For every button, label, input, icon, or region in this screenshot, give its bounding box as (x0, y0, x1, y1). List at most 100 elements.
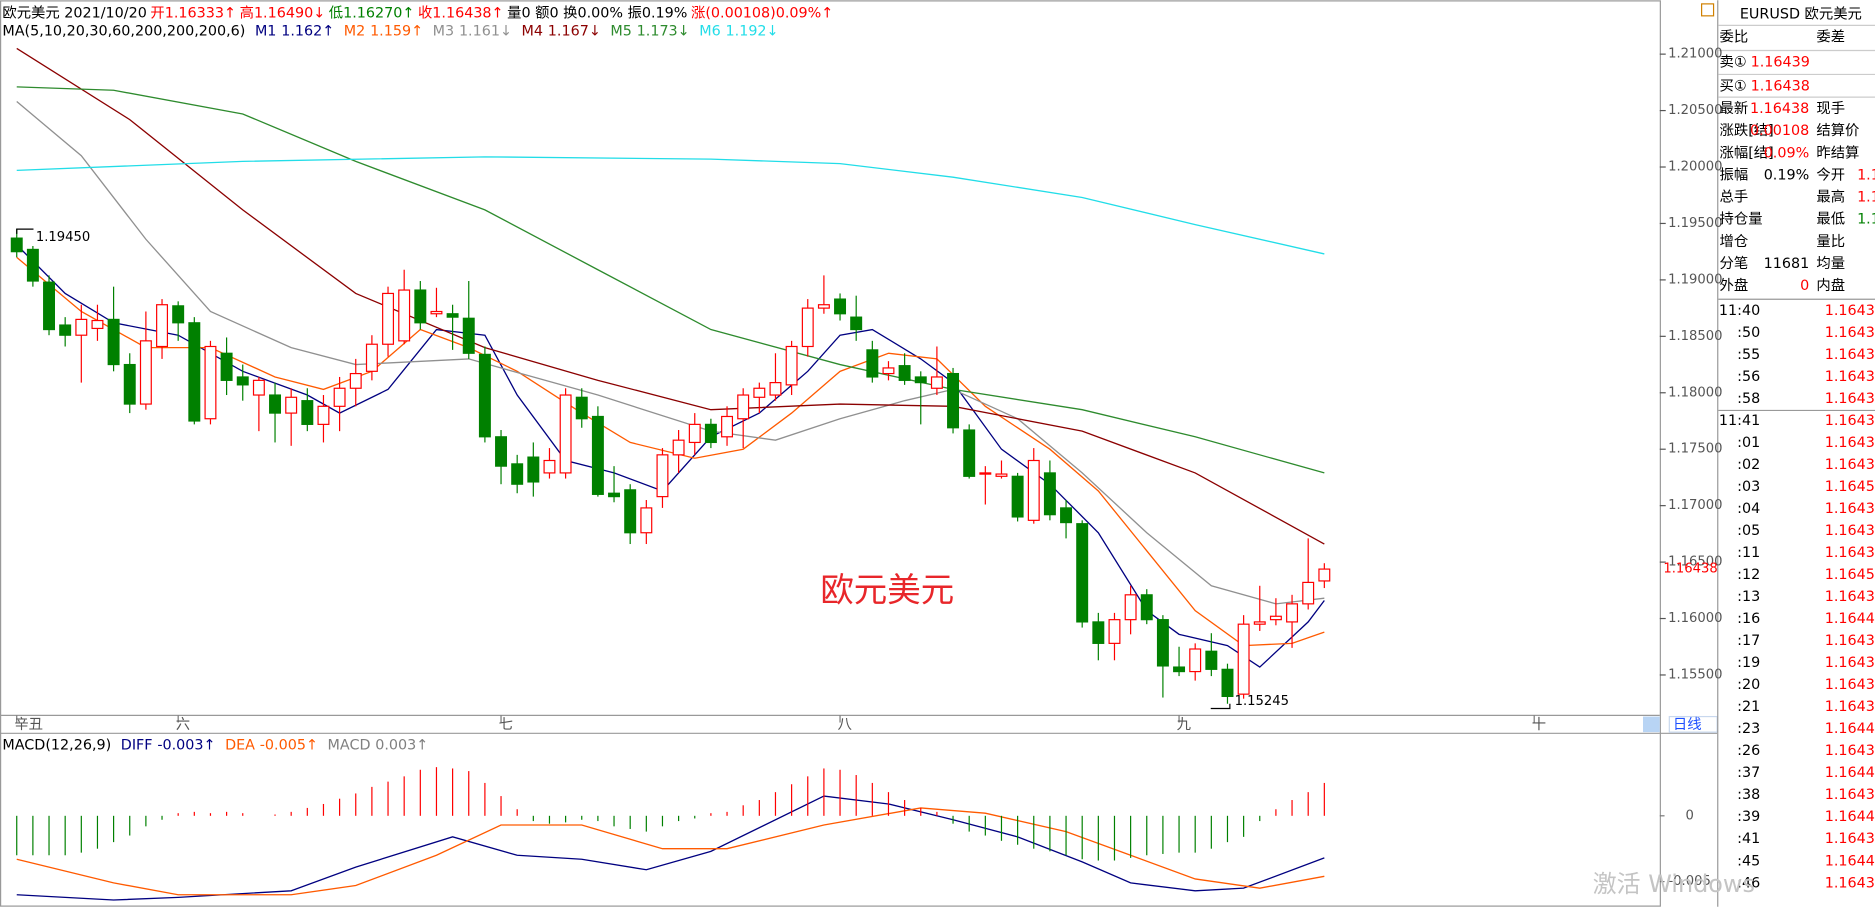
candle-body (1140, 594, 1153, 621)
candle-body (1221, 668, 1234, 698)
tick-price: 1.16440 (1825, 809, 1875, 825)
legend-name: M3 (433, 23, 454, 39)
tick-time: :17 (1737, 633, 1760, 649)
tick-price: 1.16438 (1825, 743, 1875, 759)
candle-body (769, 382, 782, 396)
tick-time: :39 (1737, 809, 1760, 825)
indicator-line (16, 256, 1325, 647)
candle-body (591, 415, 604, 495)
last-price-label: 1.16438 (1663, 562, 1717, 577)
panel-title: EURUSD 欧元美元 (1740, 6, 1862, 23)
stat-value: 1.1 (1857, 212, 1875, 228)
book-label: 卖① (1720, 53, 1747, 70)
tick-time: :46 (1737, 875, 1760, 891)
tick-price: 1.16440 (1825, 765, 1875, 781)
candle-body (930, 376, 943, 389)
candle-body (43, 281, 56, 331)
candle-body (285, 396, 298, 414)
indicator-line (16, 807, 1325, 896)
tick-price: 1.16439 (1825, 325, 1875, 341)
candle-body (365, 343, 378, 372)
candle-body (156, 304, 169, 348)
candle-body (252, 379, 265, 396)
tick-price: 1.16440 (1825, 721, 1875, 737)
stat-label: 内盘 (1816, 276, 1845, 294)
candle-body (495, 436, 508, 467)
header-item: 涨(0.00108)0.09%↑ (691, 4, 833, 21)
stat-label: 最低 (1816, 211, 1845, 228)
candle-body (914, 376, 927, 384)
tick-time: :50 (1737, 325, 1760, 341)
tick-time: :05 (1737, 523, 1760, 539)
candle-body (1076, 523, 1089, 623)
candle-body (1011, 475, 1024, 518)
candle-body (608, 492, 621, 498)
stat-value: 0.00108 (1750, 123, 1809, 139)
candle-body (333, 387, 346, 407)
candle-body (478, 353, 491, 438)
stat-label: 外盘 (1720, 276, 1749, 294)
book-price: 1.16439 (1751, 54, 1810, 70)
tick-price: 1.16438 (1825, 633, 1875, 649)
legend-value: 1.173↓ (637, 23, 690, 39)
y-tick-label: 1.17500 (1668, 442, 1722, 457)
y-tick-label: 1.16500 (1668, 555, 1722, 570)
stat-value: 1.1 (1857, 167, 1875, 183)
x-tick-label: 辛丑 (14, 716, 43, 733)
low-marker (1210, 703, 1231, 710)
candle-body (59, 324, 72, 336)
candle-body (511, 463, 524, 485)
legend-name: M4 (522, 23, 543, 39)
candle-body (640, 507, 653, 534)
candle-body (850, 316, 863, 331)
stat-label: 今开 (1816, 166, 1845, 183)
tick-time: :01 (1737, 435, 1760, 451)
candle-body (559, 394, 572, 474)
candle-body (688, 423, 701, 444)
high-marker (16, 228, 34, 234)
tick-time: :12 (1737, 567, 1760, 583)
header-item: 量0 额0 换0.00% 振0.19% (507, 4, 687, 21)
tick-price: 1.16438 (1825, 435, 1875, 451)
legend-name: M6 (699, 23, 720, 39)
tick-time: 11:40 (1719, 303, 1760, 319)
candle-body (188, 322, 201, 422)
tick-time: :20 (1737, 677, 1760, 693)
candle-body (1173, 666, 1186, 673)
candle-body (721, 415, 734, 438)
candle-body (527, 456, 540, 483)
candle-body (446, 313, 459, 318)
x-tick-label: 十 (1532, 716, 1546, 733)
candle-body (1205, 650, 1218, 670)
legend-name: M2 (344, 23, 365, 39)
x-tick-label: 八 (838, 717, 852, 733)
window-icon[interactable] (1701, 3, 1715, 17)
candle-body (317, 405, 330, 425)
header-item: 收1.16438↑ (418, 4, 504, 21)
candle-body (817, 304, 830, 309)
tick-price: 1.16438 (1825, 303, 1875, 319)
candle-body (75, 318, 88, 336)
scroll-box[interactable] (1643, 716, 1660, 733)
candle-body (139, 340, 152, 405)
candle-body (753, 387, 766, 398)
indicator-line (16, 86, 1325, 474)
tick-price: 1.16437 (1825, 347, 1875, 363)
stat-label: 昨结算 (1816, 144, 1859, 161)
header-item: 低1.16270↑ (329, 4, 415, 21)
candle-body (1269, 615, 1282, 621)
tick-price: 1.16436 (1825, 677, 1875, 693)
stat-value: 11681 (1764, 256, 1810, 272)
tick-price: 1.16436 (1825, 413, 1875, 429)
tick-price: 1.16438 (1825, 875, 1875, 891)
tick-time: :19 (1737, 655, 1760, 671)
candle-body (785, 345, 798, 386)
y-tick-label: 1.19000 (1668, 272, 1722, 287)
chart-title: 欧元美元 (820, 571, 954, 610)
tick-price: 1.16438 (1825, 501, 1875, 517)
candle-body (1108, 619, 1121, 644)
y-tick-label: 1.19500 (1668, 216, 1722, 231)
stat-label: 振幅 (1720, 166, 1749, 183)
